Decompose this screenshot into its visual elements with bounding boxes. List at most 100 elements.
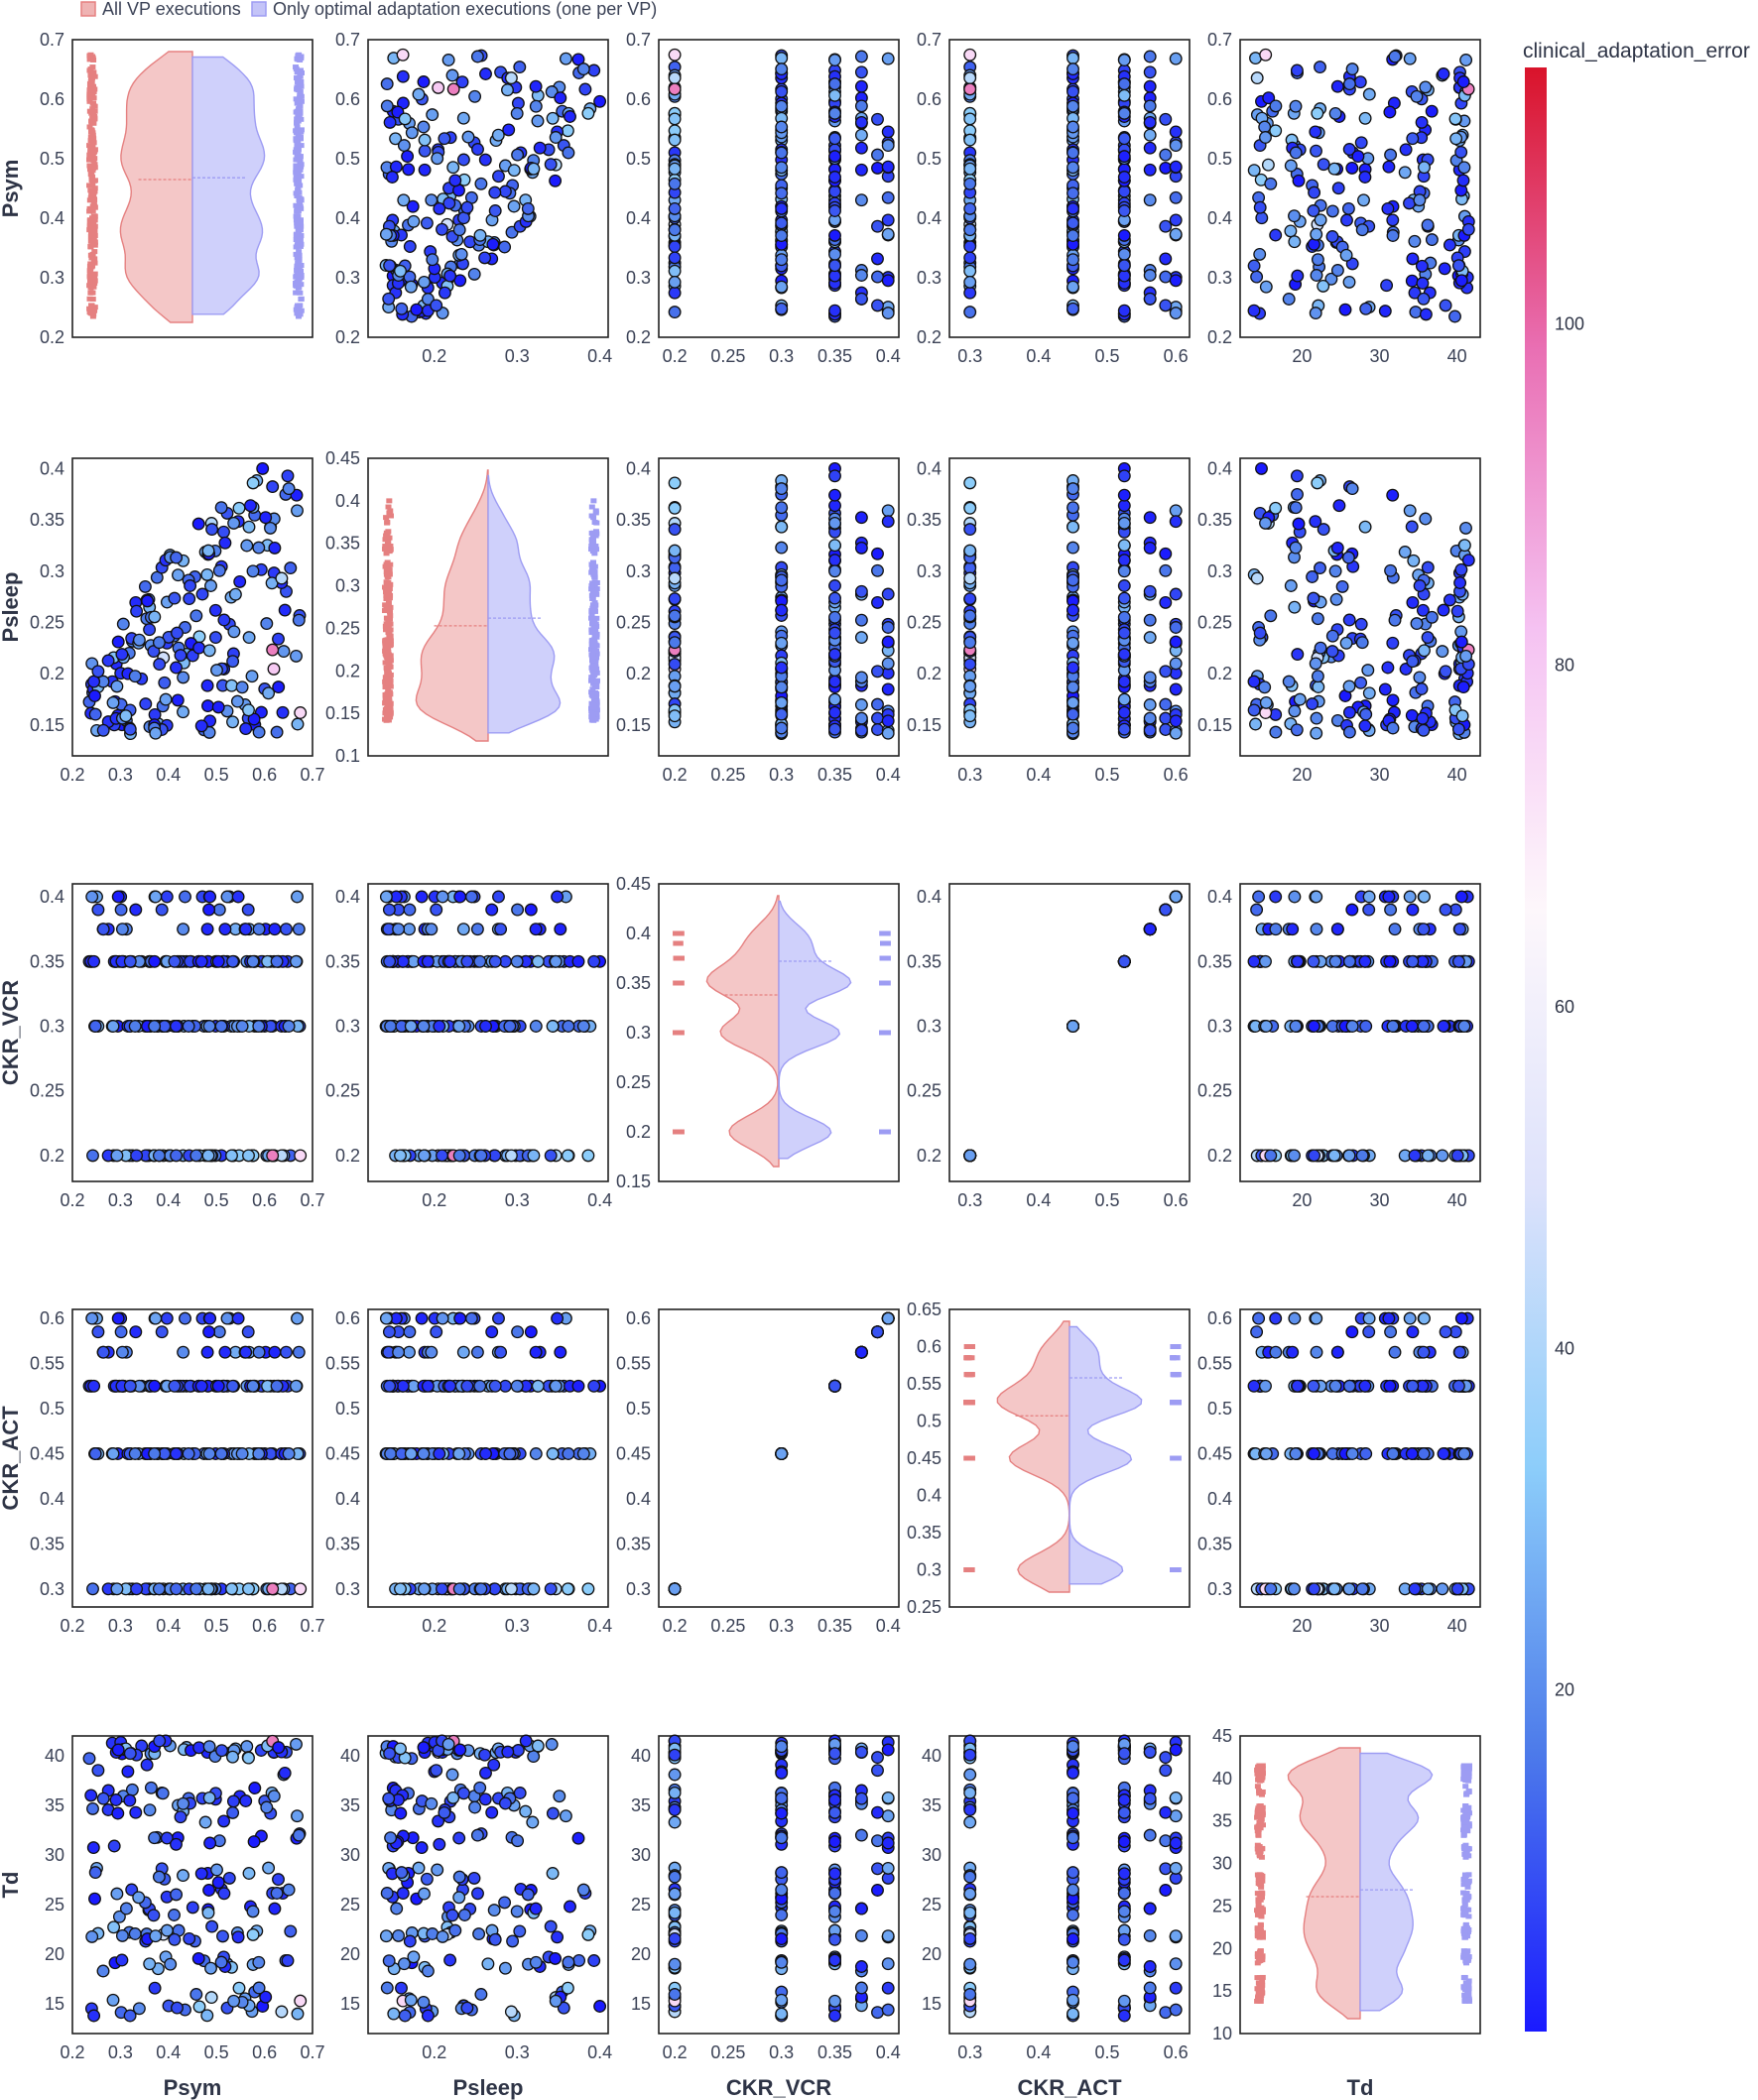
scatter-point [1169, 52, 1183, 65]
strip-point-optimal [294, 181, 301, 186]
scatter-point [1117, 228, 1131, 242]
strip-point-optimal [588, 504, 595, 510]
strip-point-optimal [590, 515, 597, 521]
scatter-point [1269, 228, 1283, 242]
scatter-point [379, 227, 393, 241]
scatter-point [1067, 541, 1079, 555]
scatter-point [202, 903, 216, 917]
scatter-point [1250, 903, 1264, 917]
scatter-point [1338, 303, 1352, 316]
strip-point-all [386, 586, 393, 592]
y-tick-label: 0.55 [30, 1354, 64, 1374]
scatter-point [1159, 112, 1173, 126]
strip-point-all [382, 602, 389, 608]
scatter-point [292, 923, 306, 936]
scatter-point [854, 511, 868, 525]
scatter-point [1306, 697, 1319, 711]
strip-point-all [386, 634, 393, 640]
y-tick-label: 0.35 [1197, 510, 1232, 530]
scatter-point [963, 275, 977, 289]
strip-point-all [90, 89, 97, 95]
scatter-point [1386, 693, 1400, 707]
scatter-point [430, 903, 443, 917]
scatter-point [383, 259, 397, 273]
scatter-point [881, 504, 895, 518]
scatter-point [881, 682, 895, 696]
scatter-point [115, 923, 129, 936]
strip-point-optimal [593, 624, 600, 630]
scatter-point [545, 85, 559, 99]
scatter-point [239, 1345, 253, 1359]
scatter-point [1408, 234, 1422, 248]
scatter-point [963, 592, 977, 606]
violin-optimal [191, 56, 266, 315]
scatter-point [576, 62, 590, 76]
y-tick-label: 0.25 [907, 613, 942, 633]
scatter-point [881, 726, 895, 740]
y-tick-label: 0.25 [1197, 1081, 1232, 1101]
scatter-point [1284, 579, 1298, 592]
scatter-point [443, 269, 457, 283]
scatter-point [202, 1020, 216, 1033]
scatter-point [544, 158, 558, 172]
strip-point-all [86, 223, 93, 229]
scatter-point [775, 52, 789, 65]
scatter-point [531, 114, 545, 128]
scatter-point [403, 1345, 416, 1359]
scatter-point [177, 923, 190, 936]
scatter-point [473, 954, 487, 968]
strip-point-all [91, 147, 98, 153]
scatter-point [202, 1325, 216, 1339]
scatter-point [106, 1020, 120, 1033]
scatter-point [470, 1345, 484, 1359]
scatter-point [436, 1149, 448, 1163]
x-tick-label: 30 [1370, 765, 1390, 785]
scatter-point [130, 604, 144, 618]
strip-point-optimal [590, 642, 597, 648]
x-tick-label: 0.4 [1026, 346, 1051, 366]
scatter-point [110, 1582, 124, 1596]
y-tick-label: 0.35 [616, 510, 651, 530]
scatter-point [1259, 516, 1272, 530]
scatter-point [881, 52, 895, 65]
scatter-point [668, 636, 682, 650]
scatter-point [963, 571, 977, 585]
scatter-point [86, 1149, 99, 1163]
strip-point-optimal [593, 634, 600, 640]
strip-point-all [90, 189, 97, 195]
strip-point-all [88, 255, 95, 261]
scatter-point [963, 544, 977, 557]
scatter-point [208, 631, 222, 645]
scatter-point [88, 707, 102, 721]
scatter-point [436, 890, 449, 904]
scatter-point [225, 1149, 238, 1163]
strip-point-optimal [297, 67, 304, 73]
scatter-point [204, 579, 217, 592]
strip-point-optimal [293, 157, 300, 163]
scatter-point [871, 547, 884, 560]
strip-point-optimal [297, 238, 304, 244]
scatter-point [1457, 539, 1471, 553]
scatter-point [546, 111, 560, 125]
scatter-point [132, 633, 146, 647]
scatter-point [1340, 213, 1353, 227]
scatter-point [1419, 80, 1433, 94]
scatter-point [576, 1020, 590, 1033]
scatter-point [502, 123, 516, 137]
scatter-point [168, 1379, 182, 1393]
strip-point-optimal [884, 940, 891, 946]
scatter-point [128, 670, 142, 683]
scatter-point [854, 723, 868, 737]
scatter-point [1067, 280, 1079, 294]
scatter-point [668, 82, 682, 96]
scatter-point [430, 1325, 443, 1339]
strip-point-all [86, 86, 93, 92]
strip-point-all [385, 686, 392, 692]
x-tick-label: 0.6 [1164, 346, 1189, 366]
scatter-point [88, 689, 101, 702]
y-tick-label: 0.3 [626, 268, 651, 288]
scatter-point [1117, 469, 1131, 483]
scatter-point [1310, 269, 1323, 282]
scatter-point [881, 515, 895, 529]
strip-point-all [90, 213, 97, 219]
